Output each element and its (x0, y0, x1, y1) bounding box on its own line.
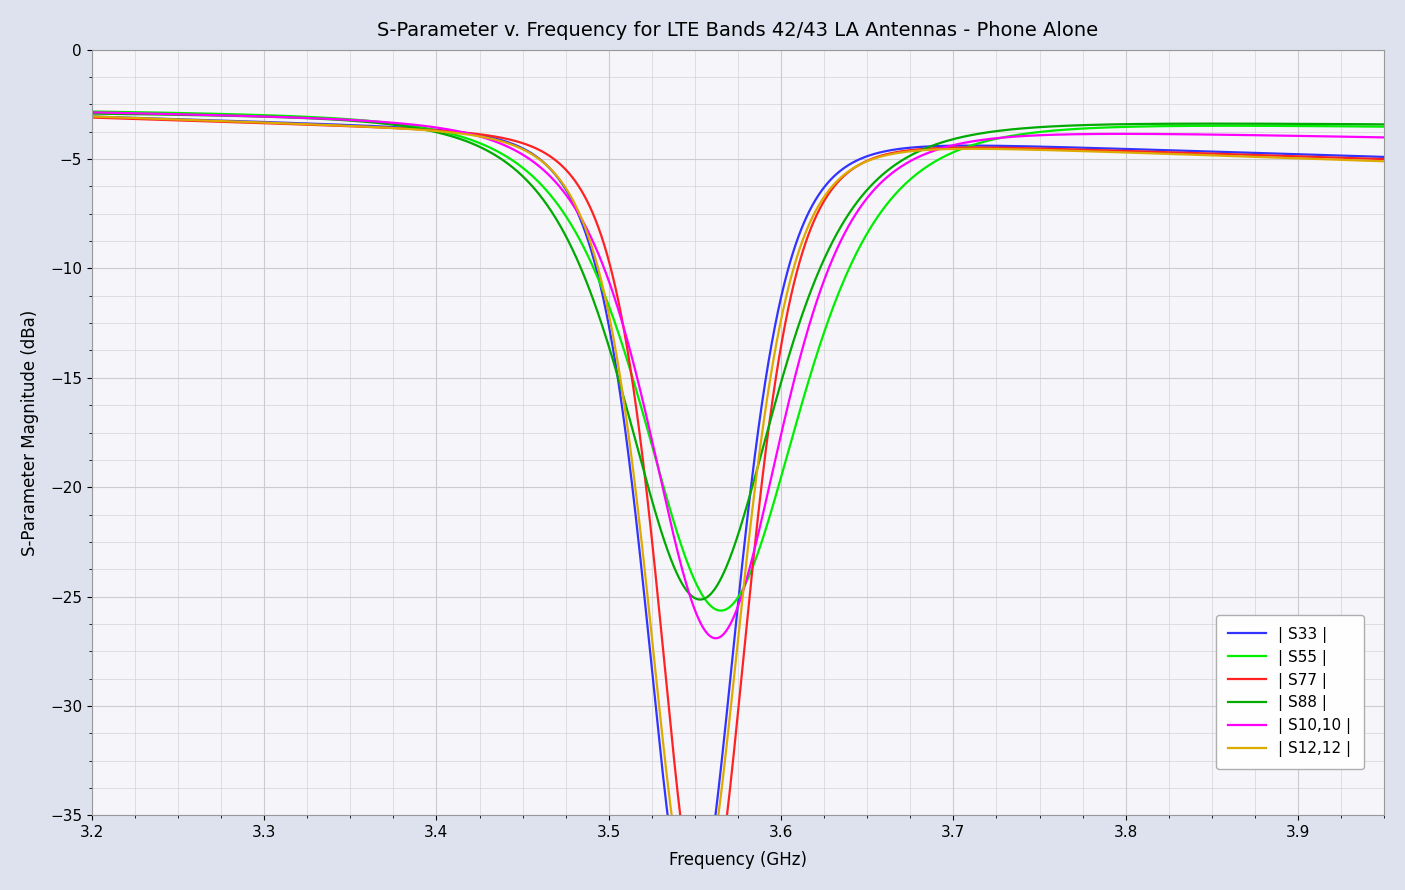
| S88 | (691, 595, 708, 605)
| S10,10 | (577, 221, 594, 231)
| S10,10 | (1048, 129, 1065, 140)
| S55 | (858, 228, 875, 239)
| S77 | (318, 120, 334, 131)
X-axis label: Frequency (GHz): Frequency (GHz) (669, 851, 806, 870)
| S88 | (1375, 119, 1392, 130)
| S88 | (83, 109, 100, 119)
| S55 | (1146, 121, 1163, 132)
| S88 | (1048, 121, 1065, 132)
| S77 | (83, 112, 100, 123)
Line: | S55 |: | S55 | (91, 111, 1384, 611)
| S33 | (83, 111, 100, 122)
| S88 | (924, 141, 941, 151)
| S12,12 | (83, 111, 100, 122)
| S55 | (83, 106, 100, 117)
| S12,12 | (1146, 148, 1163, 158)
| S12,12 | (318, 119, 334, 130)
Line: | S12,12 |: | S12,12 | (91, 117, 1384, 881)
| S33 | (1375, 151, 1392, 162)
| S55 | (1375, 121, 1392, 132)
Line: | S33 |: | S33 | (91, 117, 1384, 881)
Legend: | S33 |, | S55 |, | S77 |, | S88 |, | S10,10 |, | S12,12 |: | S33 |, | S55 |, | S77 |, | S88 |, | S1… (1215, 615, 1364, 770)
Y-axis label: S-Parameter Magnitude (dBa): S-Parameter Magnitude (dBa) (21, 310, 39, 555)
| S10,10 | (707, 633, 724, 643)
| S12,12 | (858, 156, 875, 166)
| S10,10 | (83, 107, 100, 117)
| S55 | (577, 246, 594, 256)
| S10,10 | (1375, 132, 1392, 142)
| S10,10 | (924, 146, 941, 157)
| S33 | (924, 141, 941, 151)
| S55 | (318, 112, 334, 123)
| S33 | (669, 876, 686, 886)
| S88 | (1146, 118, 1163, 129)
| S77 | (681, 876, 698, 886)
| S77 | (1146, 147, 1163, 158)
| S88 | (858, 184, 875, 195)
| S77 | (858, 156, 875, 166)
| S10,10 | (318, 113, 334, 124)
| S10,10 | (1146, 129, 1163, 140)
| S77 | (924, 143, 941, 154)
| S12,12 | (1048, 145, 1065, 156)
| S12,12 | (577, 223, 594, 234)
| S33 | (1146, 144, 1163, 155)
| S55 | (1048, 125, 1065, 135)
| S33 | (858, 151, 875, 162)
| S77 | (1048, 143, 1065, 154)
| S77 | (577, 193, 594, 204)
| S12,12 | (924, 144, 941, 155)
| S55 | (924, 158, 941, 168)
Line: | S77 |: | S77 | (91, 117, 1384, 881)
| S88 | (318, 114, 334, 125)
| S10,10 | (858, 193, 875, 204)
Title: S-Parameter v. Frequency for LTE Bands 42/43 LA Antennas - Phone Alone: S-Parameter v. Frequency for LTE Bands 4… (378, 20, 1099, 40)
| S33 | (577, 228, 594, 239)
| S33 | (318, 119, 334, 130)
| S12,12 | (673, 876, 690, 886)
Line: | S10,10 |: | S10,10 | (91, 112, 1384, 638)
| S12,12 | (1375, 156, 1392, 166)
| S55 | (712, 605, 729, 616)
| S77 | (1375, 154, 1392, 165)
| S88 | (577, 274, 594, 285)
| S33 | (1048, 142, 1065, 152)
Line: | S88 |: | S88 | (91, 114, 1384, 600)
